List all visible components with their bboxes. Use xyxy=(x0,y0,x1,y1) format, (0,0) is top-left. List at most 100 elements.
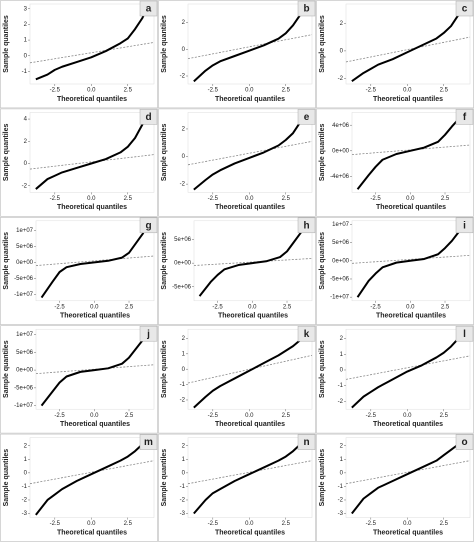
x-tick-label: 2.5 xyxy=(283,304,292,310)
plot-area xyxy=(193,220,313,302)
x-tick-label: 2.5 xyxy=(124,196,133,202)
x-tick-label: 0.0 xyxy=(403,88,412,94)
panel-letter: g xyxy=(145,220,151,231)
qq-curve xyxy=(351,6,464,83)
y-tick-label: -3 xyxy=(22,511,28,517)
panel-letter-box xyxy=(139,434,158,450)
y-tick-label: 0 xyxy=(340,48,344,54)
panel-letter: b xyxy=(303,4,309,15)
y-axis-label: Sample quantiles xyxy=(319,340,326,398)
y-axis-label: Sample quantiles xyxy=(161,449,168,507)
y-tick-label: 0e+00 xyxy=(16,368,34,374)
qq-curve xyxy=(40,223,148,299)
y-tick-label: 0e+00 xyxy=(16,260,34,266)
y-tick-label: -1 xyxy=(180,382,186,388)
x-tick-label: 0.0 xyxy=(403,521,412,527)
y-tick-label: 1e+07 xyxy=(332,222,350,228)
plot-area xyxy=(29,437,155,518)
reference-line xyxy=(187,460,313,485)
plot-area xyxy=(345,3,471,85)
y-tick-label: -2 xyxy=(180,74,186,80)
y-tick-label: -2 xyxy=(180,398,186,404)
panel-letter-box xyxy=(297,0,316,17)
panel-letter-box xyxy=(455,325,474,342)
x-tick-label: 2.5 xyxy=(441,196,450,202)
panel-border xyxy=(0,217,158,326)
x-tick-label: 2.5 xyxy=(282,521,291,527)
y-tick-label: -1 xyxy=(338,383,344,389)
y-tick-label: 2 xyxy=(24,139,28,145)
x-tick-label: 2.5 xyxy=(282,196,291,202)
panel-letter-box xyxy=(455,109,474,125)
x-tick-label: -2.5 xyxy=(212,304,223,310)
panel-letter: a xyxy=(146,4,152,15)
plot-area xyxy=(351,112,471,193)
x-tick-label: 0.0 xyxy=(403,413,412,419)
x-tick-label: 2.5 xyxy=(441,304,450,310)
y-axis-label: Sample quantiles xyxy=(3,15,10,73)
x-tick-label: -2.5 xyxy=(366,521,377,527)
y-tick-label: -5e+06 xyxy=(14,385,34,391)
plot-area xyxy=(29,3,155,85)
y-tick-label: -5e+06 xyxy=(330,277,350,283)
x-axis-label: Theoretical quantiles xyxy=(57,96,127,103)
plot-area xyxy=(187,437,313,518)
y-tick-label: -1 xyxy=(180,484,186,490)
y-tick-label: 2 xyxy=(182,20,186,26)
reference-line xyxy=(187,140,313,166)
qq-curve xyxy=(351,331,464,409)
reference-line xyxy=(351,144,471,156)
panel-border xyxy=(0,0,158,109)
y-tick-label: 4 xyxy=(24,117,28,123)
panel-letter: m xyxy=(144,437,153,448)
y-tick-label: 1e+07 xyxy=(16,332,34,338)
panel-letter: d xyxy=(145,112,151,123)
plot-area xyxy=(187,3,313,85)
x-tick-label: -2.5 xyxy=(208,88,219,94)
panel-letter-box xyxy=(455,217,474,234)
y-tick-label: -1 xyxy=(22,484,28,490)
y-tick-label: -1e+07 xyxy=(330,295,350,301)
panel-letter-box xyxy=(297,217,316,234)
y-tick-label: 0 xyxy=(24,53,28,59)
panel-letter-box xyxy=(297,325,316,342)
y-axis-label: Sample quantiles xyxy=(3,232,10,290)
qq-curve xyxy=(35,115,148,190)
panel-letter: k xyxy=(304,329,310,340)
x-tick-label: 0.0 xyxy=(87,196,96,202)
x-tick-label: -2.5 xyxy=(50,196,61,202)
x-tick-label: -2.5 xyxy=(50,88,61,94)
x-axis-label: Theoretical quantiles xyxy=(60,313,130,320)
reference-line xyxy=(35,364,155,375)
y-axis-label: Sample quantiles xyxy=(319,15,326,73)
x-axis-label: Theoretical quantiles xyxy=(376,204,446,211)
reference-line xyxy=(187,34,313,60)
y-tick-label: -2 xyxy=(338,76,344,82)
qq-curve xyxy=(356,223,464,298)
y-tick-label: 2 xyxy=(24,22,28,28)
x-tick-label: -2.5 xyxy=(366,413,377,419)
panel-border xyxy=(158,108,316,217)
panel-letter: h xyxy=(303,220,309,231)
y-tick-label: 0 xyxy=(340,470,344,476)
reference-line xyxy=(193,258,313,266)
plot-area xyxy=(187,112,313,193)
x-axis-label: Theoretical quantiles xyxy=(215,529,285,536)
y-tick-label: 1 xyxy=(24,457,28,463)
y-tick-label: 0 xyxy=(340,368,344,374)
x-tick-label: 2.5 xyxy=(124,521,133,527)
y-tick-label: -5e+06 xyxy=(172,284,192,290)
x-tick-label: -2.5 xyxy=(370,196,381,202)
x-axis-label: Theoretical quantiles xyxy=(373,529,443,536)
y-tick-label: 2 xyxy=(340,21,344,27)
y-axis-label: Sample quantiles xyxy=(3,449,10,507)
y-tick-label: -2 xyxy=(180,498,186,504)
x-tick-label: 0.0 xyxy=(245,413,254,419)
x-axis-label: Theoretical quantiles xyxy=(373,96,443,103)
qq-curve xyxy=(193,6,306,83)
y-tick-label: 0 xyxy=(24,161,28,167)
qq-curve xyxy=(351,439,464,515)
y-axis-label: Sample quantiles xyxy=(319,449,326,507)
y-tick-label: 1 xyxy=(182,457,186,463)
panel-border xyxy=(158,217,316,326)
